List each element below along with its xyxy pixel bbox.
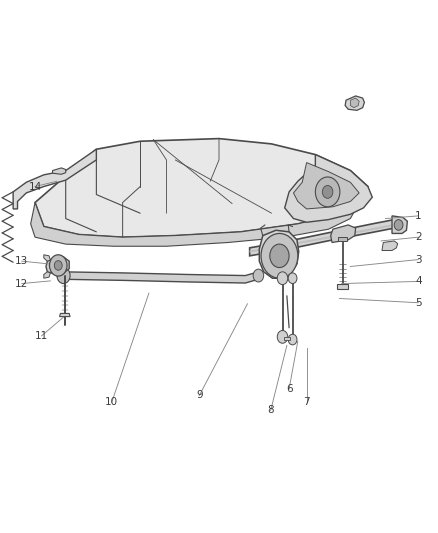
Polygon shape: [250, 224, 394, 253]
Circle shape: [288, 334, 297, 345]
Polygon shape: [345, 96, 364, 110]
Circle shape: [54, 261, 62, 270]
Text: 12: 12: [15, 279, 28, 288]
Text: 9: 9: [196, 391, 203, 400]
Text: 1: 1: [415, 211, 422, 221]
Text: 11: 11: [35, 331, 48, 341]
Polygon shape: [64, 272, 258, 283]
Text: 3: 3: [415, 255, 422, 264]
Polygon shape: [44, 255, 50, 261]
Circle shape: [315, 177, 340, 207]
Text: 2: 2: [415, 232, 422, 242]
Polygon shape: [60, 313, 70, 317]
Polygon shape: [13, 149, 96, 209]
Text: 14: 14: [28, 182, 42, 191]
Circle shape: [288, 273, 297, 284]
Circle shape: [270, 244, 289, 268]
Polygon shape: [53, 168, 66, 174]
Polygon shape: [331, 225, 356, 243]
Polygon shape: [337, 284, 348, 289]
Polygon shape: [382, 241, 398, 251]
Circle shape: [57, 268, 70, 284]
Text: 10: 10: [105, 398, 118, 407]
Circle shape: [49, 255, 67, 276]
Text: 5: 5: [415, 298, 422, 308]
Polygon shape: [293, 163, 359, 209]
Circle shape: [394, 220, 403, 230]
Polygon shape: [46, 257, 69, 274]
Polygon shape: [338, 237, 347, 241]
Text: 8: 8: [267, 406, 274, 415]
Circle shape: [261, 233, 298, 278]
Polygon shape: [259, 230, 299, 278]
Text: 7: 7: [303, 398, 310, 407]
Text: 6: 6: [286, 384, 293, 394]
Polygon shape: [284, 337, 290, 340]
Polygon shape: [392, 216, 407, 233]
Circle shape: [253, 269, 264, 282]
Circle shape: [277, 330, 288, 343]
Circle shape: [322, 185, 333, 198]
Polygon shape: [31, 203, 359, 246]
Polygon shape: [350, 98, 359, 108]
Polygon shape: [44, 272, 50, 278]
Text: 4: 4: [415, 277, 422, 286]
Polygon shape: [35, 139, 368, 237]
Circle shape: [277, 272, 288, 285]
Text: 13: 13: [15, 256, 28, 266]
Polygon shape: [285, 155, 372, 222]
Polygon shape: [250, 220, 394, 256]
